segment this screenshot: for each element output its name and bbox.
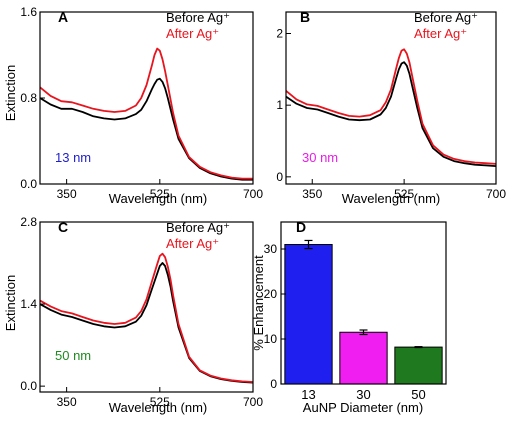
- x-tick-label: 13: [301, 387, 315, 402]
- x-tick-label: 50: [411, 387, 425, 402]
- panel-label: B: [300, 9, 310, 25]
- x-tick-label: 700: [243, 187, 263, 201]
- y-tick-label: 1.4: [20, 297, 37, 311]
- y-axis-label: % Enhancement: [251, 255, 266, 351]
- x-tick-label: 30: [356, 387, 370, 402]
- legend-before: Before Ag⁺: [166, 10, 230, 25]
- x-tick-label: 525: [150, 187, 170, 201]
- legend-after: After Ag⁺: [166, 236, 219, 251]
- y-tick-label: 2.8: [20, 215, 37, 229]
- x-tick-label: 350: [57, 395, 77, 409]
- y-tick-label: 0: [276, 170, 283, 184]
- x-axis-label: Wavelength (nm): [109, 400, 208, 415]
- y-tick-label: 0.0: [20, 379, 37, 393]
- size-annotation: 13 nm: [55, 150, 91, 165]
- panel-label: D: [296, 219, 306, 235]
- y-tick-label: 20: [264, 287, 278, 301]
- panel-c: C Before Ag⁺ After Ag⁺ 50 nm Extinction …: [3, 215, 263, 415]
- legend-after: After Ag⁺: [166, 26, 219, 41]
- plot-frame: [39, 221, 254, 393]
- panel-label: A: [58, 9, 68, 25]
- y-tick-label: 1: [276, 98, 283, 112]
- x-tick-label: 700: [486, 187, 506, 201]
- x-tick-label: 525: [150, 395, 170, 409]
- size-annotation: 30 nm: [302, 150, 338, 165]
- y-tick-label: 0.0: [20, 177, 37, 191]
- bar-50: [394, 346, 443, 385]
- x-tick-label: 700: [243, 395, 263, 409]
- x-axis-label: Wavelength (nm): [342, 191, 441, 206]
- series-line-after: [39, 252, 254, 383]
- panel-a: A Before Ag⁺ After Ag⁺ 13 nm Extinction …: [3, 5, 263, 206]
- panel-b: B Before Ag⁺ After Ag⁺ 30 nm Wavelength …: [276, 9, 506, 206]
- series-line-after: [39, 47, 253, 180]
- x-tick-label: 350: [302, 187, 322, 201]
- legend-before: Before Ag⁺: [166, 220, 230, 235]
- series-line-before: [39, 262, 254, 384]
- series-line-before: [285, 61, 497, 167]
- legend-after: After Ag⁺: [414, 26, 467, 41]
- x-axis-label: Wavelength (nm): [109, 191, 208, 206]
- y-tick-label: 0.8: [20, 91, 37, 105]
- panel-d: D % Enhancement AuNP Diameter (nm) 13 30 5…: [251, 219, 447, 415]
- bar-30: [339, 331, 388, 385]
- series-line-before: [39, 77, 253, 181]
- y-tick-label: 30: [264, 242, 278, 256]
- plot-frame: [280, 221, 447, 385]
- legend-before: Before Ag⁺: [414, 10, 478, 25]
- y-tick-label: 0: [270, 377, 277, 391]
- x-axis-label: AuNP Diameter (nm): [303, 400, 423, 415]
- plot-frame: [285, 11, 497, 185]
- series-line-after: [285, 48, 497, 165]
- x-tick-label: 350: [57, 187, 77, 201]
- size-annotation: 50 nm: [55, 348, 91, 363]
- bar-13: [284, 244, 333, 385]
- panel-label: C: [58, 219, 68, 235]
- y-tick-label: 2: [276, 27, 283, 41]
- y-tick-label: 10: [264, 332, 278, 346]
- y-axis-label: Extinction: [3, 275, 18, 331]
- y-axis-label: Extinction: [3, 65, 18, 121]
- y-tick-label: 1.6: [20, 5, 37, 19]
- x-tick-label: 525: [394, 187, 414, 201]
